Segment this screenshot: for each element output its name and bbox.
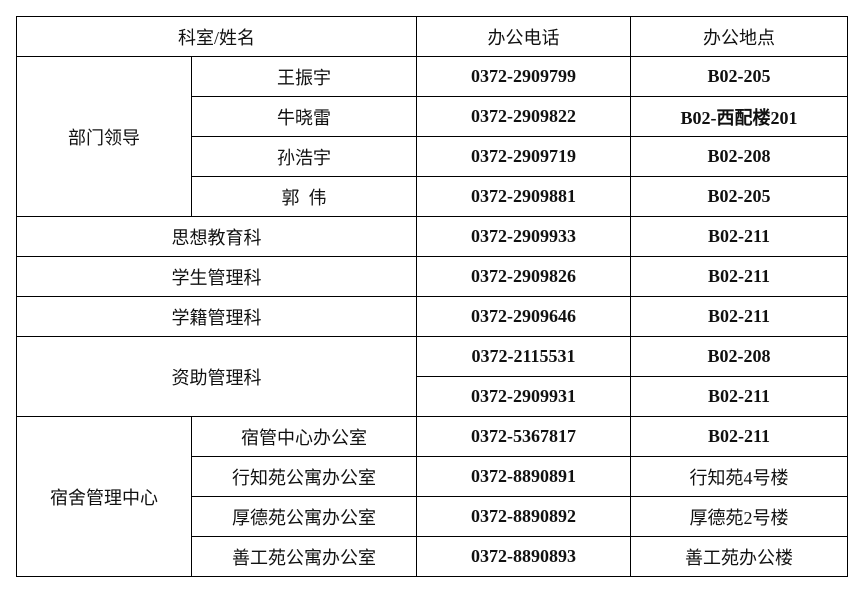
- location-cell: 厚德苑2号楼: [630, 496, 849, 537]
- table-row: 资助管理科 0372-2115531 B02-208: [15, 336, 849, 417]
- location-cell: 行知苑4号楼: [630, 456, 849, 497]
- location-cell: B02-208: [630, 136, 849, 177]
- header-row: 科室/姓名 办公电话 办公地点: [15, 16, 849, 57]
- header-location: 办公地点: [630, 16, 849, 57]
- phone-cell: 0372-8890893: [416, 536, 632, 577]
- person-name: 孙浩宇: [190, 136, 418, 177]
- office-name: 行知苑公寓办公室: [190, 456, 418, 497]
- header-phone: 办公电话: [416, 16, 632, 57]
- phone-cell: 0372-2909719: [416, 136, 632, 177]
- section-name: 学生管理科: [15, 256, 418, 297]
- person-name: 牛晓雷: [190, 96, 418, 137]
- phone-cell: 0372-2909822: [416, 96, 632, 137]
- office-name: 宿管中心办公室: [190, 416, 418, 457]
- location-cell: B02-211: [630, 376, 849, 417]
- phone-cell: 0372-5367817: [416, 416, 632, 457]
- table-row: 牛晓雷 0372-2909822 B02-西配楼201: [17, 96, 849, 137]
- table-row: 孙浩宇 0372-2909719 B02-208: [17, 136, 849, 177]
- phone-cell: 0372-2909931: [416, 376, 632, 417]
- table-row: 学生管理科 0372-2909826 B02-211: [15, 256, 849, 297]
- location-cell: B02-205: [630, 56, 849, 97]
- location-cell: 善工苑办公楼: [630, 536, 849, 577]
- phone-cell: 0372-2909799: [416, 56, 632, 97]
- office-name: 厚德苑公寓办公室: [190, 496, 418, 537]
- table-row: 宿舍管理中心 宿管中心办公室 0372-5367817 B02-211: [16, 416, 849, 577]
- section-name: 思想教育科: [15, 216, 418, 257]
- table-row: 学籍管理科 0372-2909646 B02-211: [15, 296, 849, 337]
- table-row: 0372-2909931 B02-211: [17, 376, 849, 417]
- person-name: 郭 伟: [190, 176, 418, 217]
- group-dorm: 宿舍管理中心: [16, 416, 192, 577]
- location-cell: B02-211: [630, 216, 849, 257]
- table-row: 厚德苑公寓办公室 0372-8890892 厚德苑2号楼: [17, 496, 849, 537]
- table-row: 善工苑公寓办公室 0372-8890893 善工苑办公楼: [17, 536, 849, 577]
- phone-cell: 0372-2909826: [416, 256, 632, 297]
- location-cell: B02-208: [630, 336, 849, 377]
- office-name: 善工苑公寓办公室: [190, 536, 418, 577]
- table-row: 思想教育科 0372-2909933 B02-211: [15, 216, 849, 257]
- location-cell: B02-211: [630, 416, 849, 457]
- phone-cell: 0372-2115531: [416, 336, 632, 377]
- phone-cell: 0372-8890892: [416, 496, 632, 537]
- group-leaders: 部门领导: [16, 56, 192, 217]
- contact-table: 科室/姓名 办公电话 办公地点 部门领导 王振宇 0372-2909799 B0…: [15, 16, 849, 577]
- person-name: 王振宇: [190, 56, 418, 97]
- section-name: 资助管理科: [15, 336, 418, 417]
- phone-cell: 0372-2909646: [416, 296, 632, 337]
- table-row: 部门领导 王振宇 0372-2909799 B02-205: [16, 56, 849, 217]
- phone-cell: 0372-2909881: [416, 176, 632, 217]
- location-cell: B02-211: [630, 296, 849, 337]
- header-dept-name: 科室/姓名: [15, 16, 418, 57]
- phone-cell: 0372-8890891: [416, 456, 632, 497]
- location-cell: B02-西配楼201: [630, 96, 849, 137]
- section-name: 学籍管理科: [15, 296, 418, 337]
- location-cell: B02-205: [630, 176, 849, 217]
- phone-cell: 0372-2909933: [416, 216, 632, 257]
- location-cell: B02-211: [630, 256, 849, 297]
